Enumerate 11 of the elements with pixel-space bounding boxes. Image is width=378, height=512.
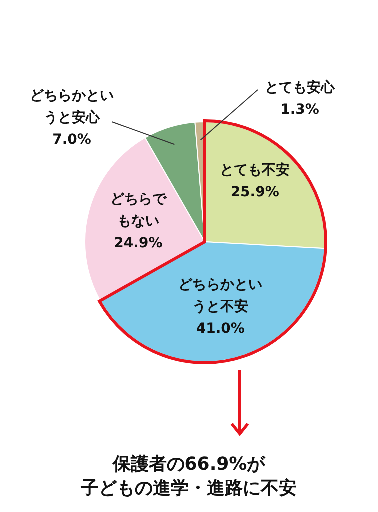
text: 保護者の66.9%が子どもの進学・進路に不安 xyxy=(80,454,297,499)
data-label: 1.3% xyxy=(280,102,320,118)
slice-label: とても安心 xyxy=(265,79,336,96)
data-label: 7.0% xyxy=(52,132,92,148)
slice-label: どちらかというと不安 xyxy=(178,277,263,316)
data-label: 24.9% xyxy=(114,236,163,252)
slice-label: とても不安 xyxy=(220,162,290,179)
data-label: 25.9% xyxy=(230,184,280,201)
slice-label: どちらかというと安心 xyxy=(30,88,114,126)
slice-label: どちらでもない xyxy=(110,192,168,230)
data-label: 41.0% xyxy=(196,321,245,338)
